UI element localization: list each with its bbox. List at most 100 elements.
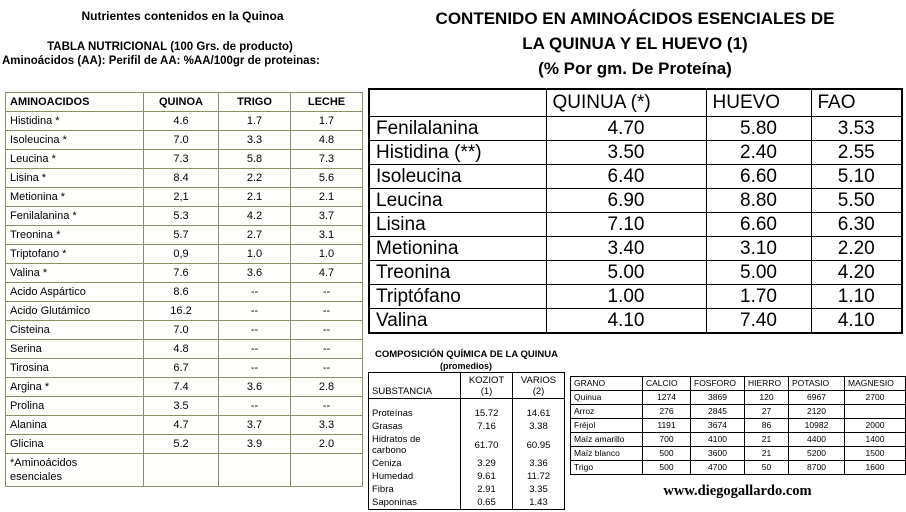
table-cell: 6.60 [705,211,812,237]
table-cell: Treonina [368,259,547,285]
table-row: Tirosina 6.7 -- -- [5,358,363,378]
table-row: Maíz amarillo 700 4100 21 4400 1400 [570,432,906,447]
column-header: QUINOA [143,92,219,112]
table-cell: 3.3 [290,415,363,435]
column-header: QUINUA (*) [545,88,707,117]
table-cell: 1.0 [218,244,291,264]
table-cell: 5.8 [218,149,291,169]
table-cell: Leucina [368,187,547,213]
table-row: Arroz 276 2845 27 2120 [570,404,906,419]
table-cell: 5.80 [705,115,812,141]
table-cell: 3.40 [545,235,707,261]
table-cell: 4400 [788,432,845,447]
table-cell: 4.10 [545,307,707,333]
table-cell: Arroz [570,404,643,419]
table-cell: 1500 [844,446,906,461]
right-title-line-3: (% Por gm. De Proteína) [538,59,732,78]
column-header: FAO [810,88,903,117]
table-cell: Acido Glutámico [5,301,144,321]
table-cell: -- [290,301,363,321]
table-cell: -- [218,282,291,302]
table-cell: 3.9 [218,434,291,454]
table-cell: 4.70 [545,115,707,141]
table-row: Leucina 6.90 8.80 5.50 [368,187,903,213]
table-cell: 3.3 [218,130,291,150]
table-cell: -- [218,358,291,378]
table-cell: 7.4 [143,377,219,397]
table-cell: -- [290,339,363,359]
table-cell: 1.7 [290,111,363,131]
table-cell: 7.0 [143,320,219,340]
table-cell: 1274 [642,390,691,405]
table-row: Acido Aspártico 8.6 -- -- [5,282,363,302]
composition-table-title: COMPOSICIÓN QUÍMICA DE LA QUINUA [375,349,558,360]
table-cell: -- [290,396,363,416]
table-cell: Maíz amarillo [570,432,643,447]
table-cell: -- [218,320,291,340]
table-row: Saponinas 0.65 1.43 [368,496,565,510]
table-cell: 2700 [844,390,906,405]
table-cell: Lisina [368,211,547,237]
table-cell: Lisina * [5,168,144,188]
table-cell: 0.65 [460,496,513,510]
table-row: Maíz blanco 500 3600 21 5200 1500 [570,446,906,461]
table-cell: Argina * [5,377,144,397]
table-row: Alanina 4.7 3.7 3.3 [5,415,363,435]
right-title-line-2: LA QUINUA Y EL HUEVO (1) [522,34,748,53]
table-cell: 8700 [788,460,845,475]
table-cell: 3.53 [810,115,903,141]
table-cell: 1.0 [290,244,363,264]
table-row: Trigo 500 4700 50 8700 1600 [570,460,906,475]
table-cell: Cisteina [5,320,144,340]
right-section-title: CONTENIDO EN AMINOÁCIDOS ESENCIALES DE L… [368,6,902,81]
table-cell: 6.40 [545,163,707,189]
column-header [368,88,547,117]
table-row: Histidina (**) 3.50 2.40 2.55 [368,139,903,165]
table-cell: 2.0 [290,434,363,454]
table-row: Ceniza 3.29 3.36 [368,457,565,470]
table-cell [844,404,906,419]
table-cell: Fréjol [570,418,643,433]
table-cell: 3.10 [705,235,812,261]
table-cell: -- [218,339,291,359]
table-cell: 2.7 [218,225,291,245]
table-cell: 27 [744,404,789,419]
table-cell: 500 [642,460,691,475]
table-cell: Hidratos de carbono [368,433,461,457]
table-cell: 5.10 [810,163,903,189]
table-cell: 8.4 [143,168,219,188]
table-cell: 3.29 [460,457,513,470]
column-header: MAGNESIO [844,376,906,391]
table-cell: Proteínas [368,398,461,420]
table-cell: 6.30 [810,211,903,237]
table-cell: 4100 [690,432,745,447]
table-cell: 4.8 [143,339,219,359]
table-cell: 5.00 [705,259,812,285]
table-cell: 4.10 [810,307,903,333]
table-cell: Fenilalanina [368,115,547,141]
table-cell: 5.3 [143,206,219,226]
table-cell: 2000 [844,418,906,433]
table-cell: 2120 [788,404,845,419]
table-cell: Maíz blanco [570,446,643,461]
table-cell: Ceniza [368,457,461,470]
table-row: Isoleucina * 7.0 3.3 4.8 [5,130,363,150]
table-row: Lisina * 8.4 2.2 5.6 [5,168,363,188]
table-cell: Histidina * [5,111,144,131]
table-row: Prolina 3.5 -- -- [5,396,363,416]
table-cell: Leucina * [5,149,144,169]
table-cell: 4.7 [290,263,363,283]
header-row: GRANO CALCIO FOSFORO HIERRO POTASIO MAGNESIO [570,376,906,391]
table-cell: Quinua [570,390,643,405]
table-cell: 3.36 [512,457,565,470]
table-cell: 4.8 [290,130,363,150]
left-section-subtitle-1: TABLA NUTRICIONAL (100 Grs. de producto) [47,41,293,53]
left-section-title: Nutrientes contenidos en la Quinoa [81,9,284,23]
table-cell: 2.40 [705,139,812,165]
table-row: Histidina * 4.6 1.7 1.7 [5,111,363,131]
table-row: Valina * 7.6 3.6 4.7 [5,263,363,283]
table-cell: Valina * [5,263,144,283]
table-cell: 4.2 [218,206,291,226]
table-cell: 3.6 [218,377,291,397]
